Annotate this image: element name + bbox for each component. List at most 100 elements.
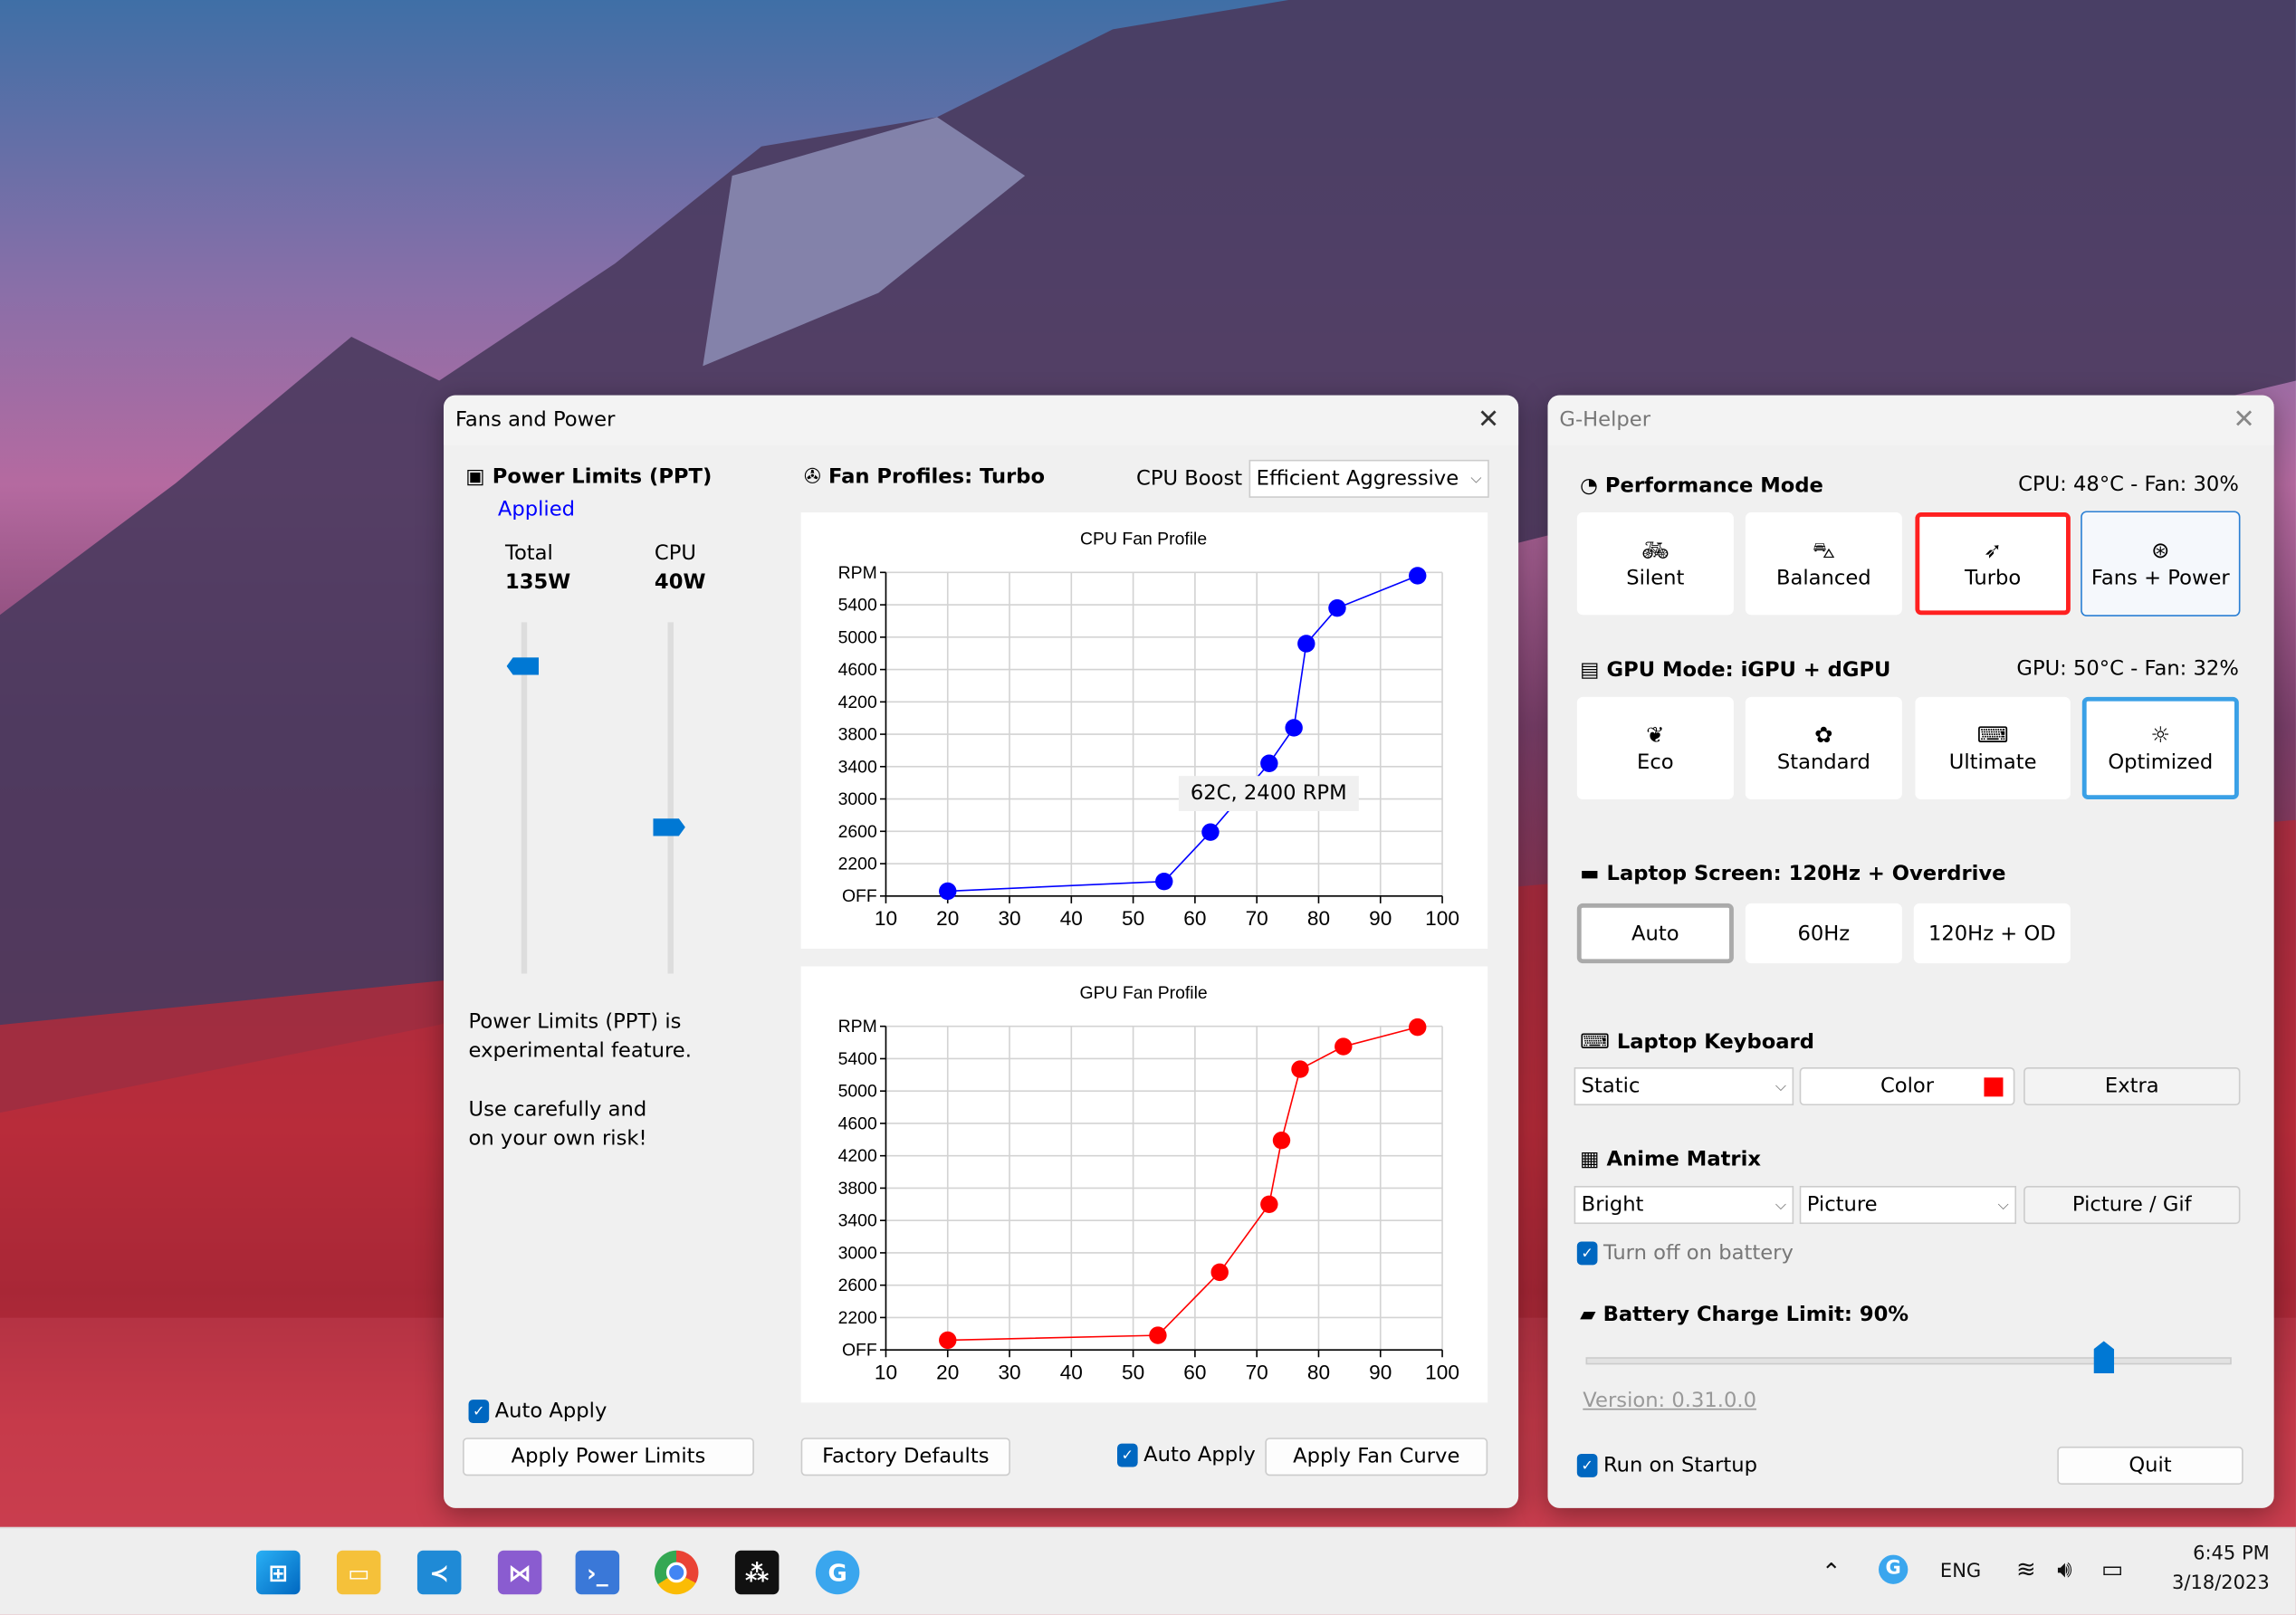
g-helper-taskbar-icon[interactable]: G	[815, 1550, 860, 1595]
start-windows-icon[interactable]: ⊞	[256, 1550, 301, 1595]
total-slider[interactable]	[506, 622, 540, 974]
chrome-icon[interactable]	[654, 1550, 699, 1595]
keyboard-mode-select[interactable]: Static ⌵	[1574, 1067, 1794, 1106]
laptop-keyboard-header: ⌨ Laptop Keyboard	[1580, 1031, 1814, 1055]
data-point[interactable]	[1272, 1132, 1291, 1150]
data-point[interactable]	[1201, 823, 1220, 841]
gpu-fan-chart[interactable]: GPU Fan Profile 10 20 30 40 50 60 70 80 90 100 OFF 2…	[800, 966, 1488, 1403]
data-point[interactable]	[939, 1331, 957, 1350]
y-tick-label: 3800	[838, 725, 877, 745]
battery-limit-slider[interactable]	[1585, 1341, 2232, 1374]
fan-auto-apply-checkbox[interactable]: ✓ Auto Apply	[1116, 1443, 1256, 1467]
data-point[interactable]	[1328, 598, 1346, 617]
chevron-down-icon: ⌵	[1775, 1197, 1787, 1213]
data-point[interactable]	[1260, 1195, 1278, 1214]
run-on-startup-checkbox[interactable]: ✓ Run on Startup	[1576, 1453, 1757, 1477]
gpu-eco-button[interactable]: ❦ Eco	[1576, 696, 1734, 800]
rocket-icon: ➶	[1983, 537, 2003, 564]
close-icon[interactable]: ✕	[2233, 404, 2255, 435]
close-icon[interactable]: ✕	[1477, 404, 1500, 435]
mode-balanced-button[interactable]: ⛍ Balanced	[1745, 512, 1902, 616]
vscode-icon[interactable]: ≺	[416, 1550, 462, 1595]
bicycle-icon: 🚲︎	[1641, 537, 1669, 564]
gpu-standard-button[interactable]: ✿ Standard	[1745, 696, 1902, 800]
gpu-status: GPU: 50°C - Fan: 32%	[2016, 657, 2239, 682]
data-point[interactable]	[1210, 1263, 1229, 1282]
power-limits-header: ▣ Power Limits (PPT)	[465, 465, 712, 489]
screen-auto-button[interactable]: Auto	[1576, 903, 1734, 964]
screen-120hz-od-button[interactable]: 120Hz + OD	[1913, 903, 2071, 964]
gpu-fan-chart-svg[interactable]: GPU Fan Profile 10 20 30 40 50 60 70 80 90 100 OFF 2…	[801, 966, 1488, 1402]
visual-studio-icon[interactable]: ⋈	[497, 1550, 542, 1595]
total-slider-thumb[interactable]	[506, 657, 540, 675]
tidal-icon[interactable]: ⁂	[734, 1550, 780, 1595]
x-tick-label: 30	[998, 1361, 1020, 1383]
apply-power-limits-button[interactable]: Apply Power Limits	[463, 1438, 754, 1476]
matrix-icon: ▦	[1580, 1147, 1600, 1171]
keyboard-extra-button[interactable]: Extra	[2023, 1067, 2241, 1106]
cpu-boost-label: CPU Boost	[1136, 466, 1243, 491]
cpu-fan-chart-svg[interactable]: CPU Fan Profile 10 20 30 40 50 60 70 80 90 100 OFF 2…	[801, 512, 1488, 949]
apply-fan-curve-button[interactable]: Apply Fan Curve	[1265, 1438, 1488, 1476]
volume-icon[interactable]: 🔊︎	[2057, 1554, 2072, 1583]
cpu-boost-select[interactable]: Efficient Aggressive ⌵	[1248, 459, 1489, 498]
anime-brightness-select[interactable]: Bright ⌵	[1574, 1186, 1794, 1225]
bulb-gear-icon: ☼	[2150, 721, 2171, 749]
taskbar: ⊞ ▭ ≺ ⋈ ›_ ⁂ G ⌃ G ENG ≋ 🔊︎ ▭ 6:45 PM 3/…	[0, 1526, 2296, 1615]
clock-date[interactable]: 3/18/2023	[2171, 1572, 2270, 1595]
data-point[interactable]	[1291, 1060, 1309, 1078]
g-helper-tray-icon[interactable]: G	[1878, 1554, 1909, 1584]
y-tick-label: 5000	[838, 1082, 877, 1102]
checkbox-checked-icon: ✓	[1116, 1443, 1138, 1467]
keyboard-mode-value: Static	[1581, 1075, 1641, 1098]
y-tick-label: 2600	[838, 1276, 877, 1295]
wifi-icon[interactable]: ≋	[2016, 1554, 2036, 1583]
keyboard-color-button[interactable]: Color	[1799, 1067, 2015, 1106]
data-point[interactable]	[1297, 635, 1315, 653]
data-point[interactable]	[1335, 1037, 1353, 1056]
y-tick-label: 4600	[838, 1113, 877, 1133]
data-point[interactable]	[1409, 1018, 1427, 1037]
data-point[interactable]	[1260, 754, 1278, 772]
gpu-ultimate-button[interactable]: ⌨ Ultimate	[1915, 696, 2071, 800]
turn-off-on-battery-checkbox[interactable]: ✓ Turn off on battery	[1576, 1241, 1794, 1266]
x-tick-label: 90	[1369, 907, 1392, 930]
screen-60hz-button[interactable]: 60Hz	[1745, 903, 1902, 964]
data-point[interactable]	[939, 882, 957, 901]
x-tick-label: 40	[1060, 1361, 1083, 1383]
y-tick-label: 3000	[838, 1243, 877, 1263]
factory-defaults-button[interactable]: Factory Defaults	[800, 1438, 1010, 1476]
quit-button[interactable]: Quit	[2057, 1446, 2243, 1485]
clock-time[interactable]: 6:45 PM	[2193, 1543, 2270, 1565]
power-auto-apply-checkbox[interactable]: ✓ Auto Apply	[468, 1400, 607, 1424]
file-explorer-icon[interactable]: ▭	[336, 1550, 381, 1595]
terminal-icon[interactable]: ›_	[575, 1550, 620, 1595]
version-link[interactable]: Version: 0.31.0.0	[1583, 1389, 1757, 1413]
battery-icon[interactable]: ▭	[2100, 1554, 2124, 1583]
chevron-up-icon[interactable]: ⌃	[1821, 1557, 1842, 1586]
gpu-optimized-button[interactable]: ☼ Optimized	[2081, 696, 2239, 800]
cpu-fan-chart[interactable]: CPU Fan Profile 10 20 30 40 50 60 70 80 90 100 OFF 2…	[800, 512, 1488, 950]
chart-title: GPU Fan Profile	[1080, 983, 1208, 1003]
y-tick-label: 4200	[838, 693, 877, 712]
y-tick-label: 5400	[838, 1049, 877, 1069]
language-indicator[interactable]: ENG	[1939, 1561, 1982, 1583]
battery-slider-thumb[interactable]	[2093, 1341, 2115, 1374]
mode-silent-button[interactable]: 🚲︎ Silent	[1576, 512, 1734, 616]
fans-power-button[interactable]: ⊛ Fans + Power	[2081, 511, 2241, 616]
laptop-screen-title: Laptop Screen: 120Hz + Overdrive	[1606, 862, 2006, 886]
chart-title: CPU Fan Profile	[1080, 530, 1207, 549]
title-bar: Fans and Power	[444, 395, 1519, 445]
mode-label: 120Hz + OD	[1928, 922, 2056, 945]
cpu-slider[interactable]	[653, 622, 685, 974]
data-point[interactable]	[1285, 719, 1303, 737]
anime-mode-select[interactable]: Picture ⌵	[1799, 1186, 2017, 1225]
x-tick-label: 70	[1246, 907, 1268, 930]
cpu-slider-thumb[interactable]	[653, 818, 685, 836]
data-point[interactable]	[1409, 567, 1427, 585]
picture-gif-button[interactable]: Picture / Gif	[2023, 1186, 2241, 1225]
mode-turbo-button[interactable]: ➶ Turbo	[1915, 512, 2071, 616]
mode-label: 60Hz	[1797, 922, 1851, 945]
data-point[interactable]	[1149, 1326, 1167, 1344]
data-point[interactable]	[1155, 872, 1173, 891]
